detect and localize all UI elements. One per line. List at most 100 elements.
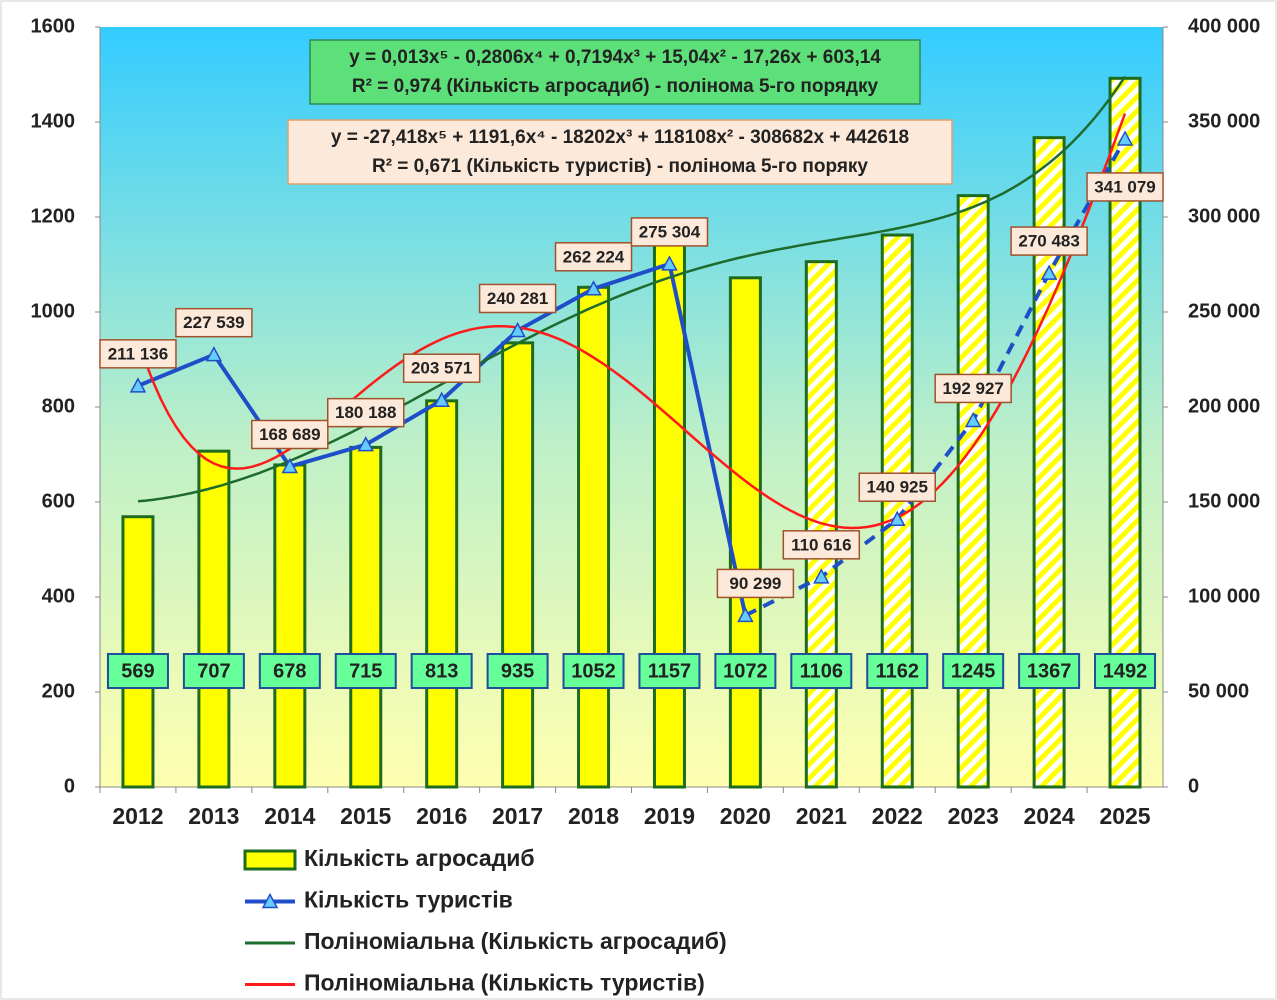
y-tick-label: 200: [42, 680, 75, 702]
x-tick-label: 2013: [188, 803, 239, 829]
data-label: 1157: [648, 660, 691, 682]
marker: [737, 606, 754, 623]
data-label: 1052: [571, 660, 616, 682]
data-label-box: [327, 397, 405, 428]
y2-tick-label: 100 000: [1188, 585, 1260, 607]
legend-label: Поліноміальна (Кількість туристів): [304, 970, 705, 996]
x-tick-label: 2019: [644, 803, 695, 829]
marker: [813, 568, 830, 584]
data-label: 140 925: [867, 478, 928, 497]
data-label: 180 188: [335, 403, 396, 422]
y-tick-label: 0: [64, 775, 75, 797]
data-label-box: [716, 568, 795, 599]
data-label-box: [782, 530, 861, 560]
data-label: 262 224: [563, 247, 625, 266]
equation-box: [309, 39, 921, 105]
x-tick-label: 2016: [416, 803, 467, 829]
marker: [585, 280, 602, 296]
data-label-box: [858, 472, 936, 502]
marker: [509, 321, 526, 338]
y-tick-label: 1400: [31, 110, 76, 132]
bar: [273, 463, 307, 789]
x-tick-label: 2023: [948, 803, 999, 829]
data-label: 569: [121, 660, 154, 682]
data-label: 1072: [723, 660, 768, 682]
data-label-box: [790, 653, 853, 689]
data-label-box: [866, 653, 929, 689]
data-label-box: [106, 653, 169, 689]
marker: [433, 391, 450, 407]
data-label-box: [1094, 653, 1157, 689]
marker: [205, 346, 223, 362]
x-tick-label: 2020: [720, 803, 771, 829]
data-label: 813: [425, 660, 458, 682]
marker: [1116, 130, 1134, 146]
data-label: 227 539: [183, 313, 244, 332]
data-label: 1162: [876, 660, 919, 682]
data-label: 240 281: [487, 289, 548, 308]
y2-tick-label: 300 000: [1188, 205, 1260, 227]
equation-text: R² = 0,671 (Кількість туристів) - поліно…: [372, 156, 868, 177]
y2-tick-label: 350 000: [1188, 110, 1260, 132]
x-tick-label: 2012: [112, 803, 163, 829]
bar: [652, 235, 686, 789]
x-tick-label: 2014: [264, 803, 315, 829]
bar: [349, 445, 383, 789]
marker: [129, 377, 147, 393]
data-label: 270 483: [1018, 232, 1079, 251]
marker: [1040, 264, 1058, 280]
data-label: 715: [349, 660, 382, 682]
data-label-box: [258, 653, 321, 689]
legend-label: Поліноміальна (Кількість агросадиб): [304, 928, 727, 954]
data-label-box: [562, 653, 625, 689]
data-label-box: [478, 283, 557, 314]
data-label: 1245: [951, 660, 996, 682]
bar: [577, 285, 611, 789]
data-label-box: [554, 242, 633, 272]
data-label-box: [251, 419, 329, 450]
y2-tick-label: 200 000: [1188, 395, 1260, 417]
bar: [956, 194, 990, 789]
data-label-box: [638, 653, 701, 689]
marker: [357, 436, 375, 452]
trendline: [137, 75, 1127, 503]
data-label: 341 079: [1094, 177, 1155, 196]
y2-tick-label: 150 000: [1188, 490, 1260, 512]
x-tick-label: 2025: [1099, 803, 1150, 829]
data-label: 1367: [1027, 660, 1072, 682]
data-label-box: [714, 653, 777, 689]
y2-tick-label: 50 000: [1188, 680, 1249, 702]
marker: [661, 255, 678, 271]
y-tick-label: 1600: [31, 15, 76, 37]
x-tick-label: 2024: [1024, 803, 1075, 829]
data-label-box: [402, 353, 481, 383]
data-label: 90 299: [729, 574, 781, 593]
marker: [281, 457, 299, 474]
x-tick-label: 2015: [340, 803, 391, 829]
legend-swatch: [243, 849, 297, 871]
data-label-box: [99, 339, 177, 369]
y2-tick-label: 250 000: [1188, 300, 1260, 322]
bar: [425, 399, 459, 789]
marker: [964, 411, 982, 428]
equation-box: [287, 119, 953, 185]
data-label: 275 304: [639, 222, 701, 241]
legend-label: Кількість агросадиб: [304, 845, 535, 871]
data-label-box: [1086, 172, 1164, 202]
data-label-box: [175, 307, 253, 338]
legend-label: Кількість туристів: [304, 887, 513, 913]
bar: [501, 341, 535, 789]
y-tick-label: 400: [42, 585, 75, 607]
equation-text: y = -27,418x⁵ + 1191,6x⁴ - 18202x³ + 118…: [331, 127, 909, 148]
bar: [728, 276, 762, 789]
data-label-box: [182, 653, 245, 689]
data-label-box: [486, 653, 549, 689]
data-label-box: [934, 373, 1012, 404]
bar: [197, 449, 231, 789]
equation-text: y = 0,013x⁵ - 0,2806x⁴ + 0,7194x³ + 15,0…: [349, 47, 881, 68]
y-tick-label: 1000: [31, 300, 76, 322]
legend-marker: [261, 892, 279, 909]
y-tick-label: 800: [42, 395, 75, 417]
data-label-box: [410, 653, 473, 689]
